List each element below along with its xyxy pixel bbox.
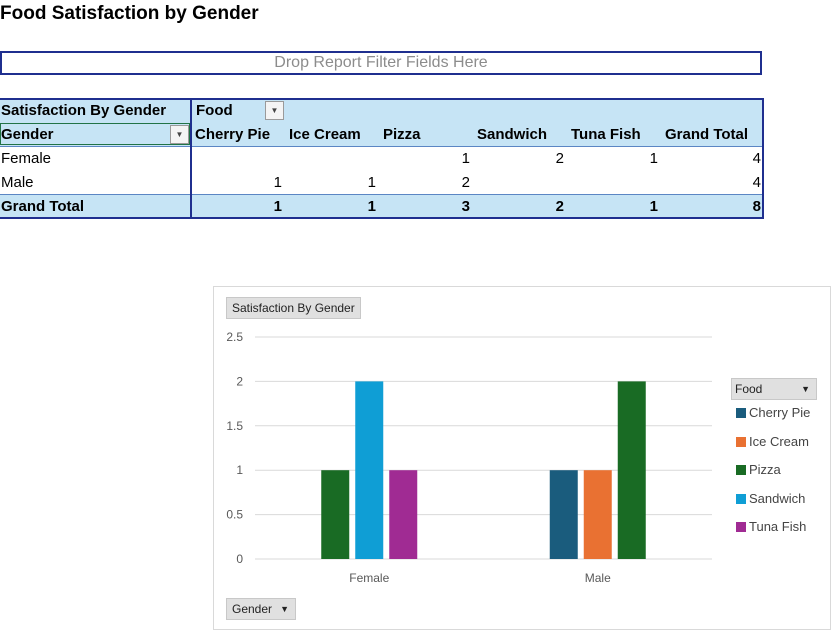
column-field-label: Food xyxy=(196,102,233,119)
column-header-cherry-pie: Cherry Pie xyxy=(195,122,271,146)
legend-item: Pizza xyxy=(736,462,781,478)
chart-title-field-button[interactable]: Satisfaction By Gender xyxy=(226,297,361,319)
table-row: Female 1 2 1 4 xyxy=(0,146,764,170)
food-filter-dropdown-icon[interactable]: ▼ xyxy=(265,101,284,120)
selected-cell-outline xyxy=(0,123,190,145)
legend-item: Ice Cream xyxy=(736,434,809,450)
report-filter-drop-zone[interactable]: Drop Report Filter Fields Here xyxy=(0,51,762,75)
column-header-tuna-fish: Tuna Fish xyxy=(571,122,641,146)
table-cell: 1 xyxy=(649,150,658,167)
legend-label: Tuna Fish xyxy=(749,519,807,534)
legend-swatch xyxy=(736,493,746,504)
table-cell: 1 xyxy=(567,194,661,218)
total-divider xyxy=(0,194,764,195)
bar-tuna-fish-female[interactable] xyxy=(389,470,418,559)
legend-swatch xyxy=(736,408,746,418)
column-header-sandwich: Sandwich xyxy=(477,122,548,146)
y-tick-label: 0.5 xyxy=(226,508,243,522)
table-cell: 1 xyxy=(285,194,379,218)
row-field-label: Gender xyxy=(1,126,54,143)
table-border-bottom xyxy=(0,217,764,219)
table-cell: 8 xyxy=(661,194,764,218)
bar-pizza-female[interactable] xyxy=(321,470,350,559)
x-tick-label: Male xyxy=(585,571,611,585)
legend-label: Pizza xyxy=(749,462,781,477)
column-header-pizza: Pizza xyxy=(383,122,421,146)
y-tick-label: 2 xyxy=(236,374,243,388)
x-tick-label: Female xyxy=(349,571,389,585)
table-cell: 1 xyxy=(191,194,285,218)
chevron-down-icon: ▼ xyxy=(801,384,810,394)
legend-swatch xyxy=(736,522,746,532)
legend-swatch xyxy=(736,436,746,447)
legend-field-button[interactable]: Food ▼ xyxy=(731,378,817,400)
header-divider xyxy=(0,146,764,147)
legend-swatch xyxy=(736,465,746,475)
bar-pizza-male[interactable] xyxy=(617,381,646,559)
row-label-female: Female xyxy=(1,150,52,167)
table-cell: 4 xyxy=(752,150,761,167)
table-cell: 1 xyxy=(367,174,376,191)
row-field-header: Gender xyxy=(0,122,191,146)
pivot-chart-frame[interactable] xyxy=(213,286,831,630)
legend-label: Cherry Pie xyxy=(749,405,811,420)
legend-label: Ice Cream xyxy=(749,433,809,449)
pivot-header-row-2: Gender ▼ Cherry Pie Ice Cream Pizza Sand… xyxy=(0,122,764,146)
table-border-right xyxy=(762,98,764,219)
grand-total-row: Grand Total 1 1 3 2 1 8 xyxy=(0,194,764,218)
table-cell: 2 xyxy=(473,194,567,218)
bar-ice-cream-male[interactable] xyxy=(583,470,612,559)
grand-total-label: Grand Total xyxy=(0,194,191,218)
legend-label: Sandwich xyxy=(749,490,806,506)
page-title: Food Satisfaction by Gender xyxy=(0,3,259,24)
row-label-divider xyxy=(190,98,192,219)
y-tick-label: 2.5 xyxy=(226,330,243,344)
table-cell: 4 xyxy=(752,174,761,191)
gender-filter-dropdown-icon[interactable]: ▼ xyxy=(170,125,189,144)
column-header-ice-cream: Ice Cream xyxy=(289,122,361,146)
pivot-corner-label: Satisfaction By Gender xyxy=(0,98,191,122)
table-cell: 2 xyxy=(555,150,564,167)
row-label-male: Male xyxy=(1,174,34,191)
axis-field-button[interactable]: Gender ▼ xyxy=(226,598,296,620)
table-row: Male 1 1 2 4 xyxy=(0,170,764,194)
table-cell: 1 xyxy=(461,150,470,167)
legend-item: Cherry Pie xyxy=(736,405,810,421)
y-tick-label: 1 xyxy=(236,463,243,477)
legend-item: Tuna Fish xyxy=(736,519,806,535)
table-cell: 2 xyxy=(461,174,470,191)
legend-field-label: Food xyxy=(735,382,763,396)
chevron-down-icon: ▼ xyxy=(280,604,289,614)
y-tick-label: 1.5 xyxy=(226,419,243,433)
axis-field-label: Gender xyxy=(232,602,273,616)
table-border-top xyxy=(0,98,764,100)
bar-cherry-pie-male[interactable] xyxy=(549,470,578,559)
table-cell: 1 xyxy=(273,174,282,191)
column-header-grand-total: Grand Total xyxy=(665,122,749,146)
column-field-header: Food xyxy=(191,98,764,122)
legend-item: Sandwich xyxy=(736,491,805,507)
bar-sandwich-female[interactable] xyxy=(355,381,384,559)
table-cell: 3 xyxy=(379,194,473,218)
pivot-header-row-1: Satisfaction By Gender Food ▼ xyxy=(0,98,764,122)
y-tick-label: 0 xyxy=(236,552,243,566)
